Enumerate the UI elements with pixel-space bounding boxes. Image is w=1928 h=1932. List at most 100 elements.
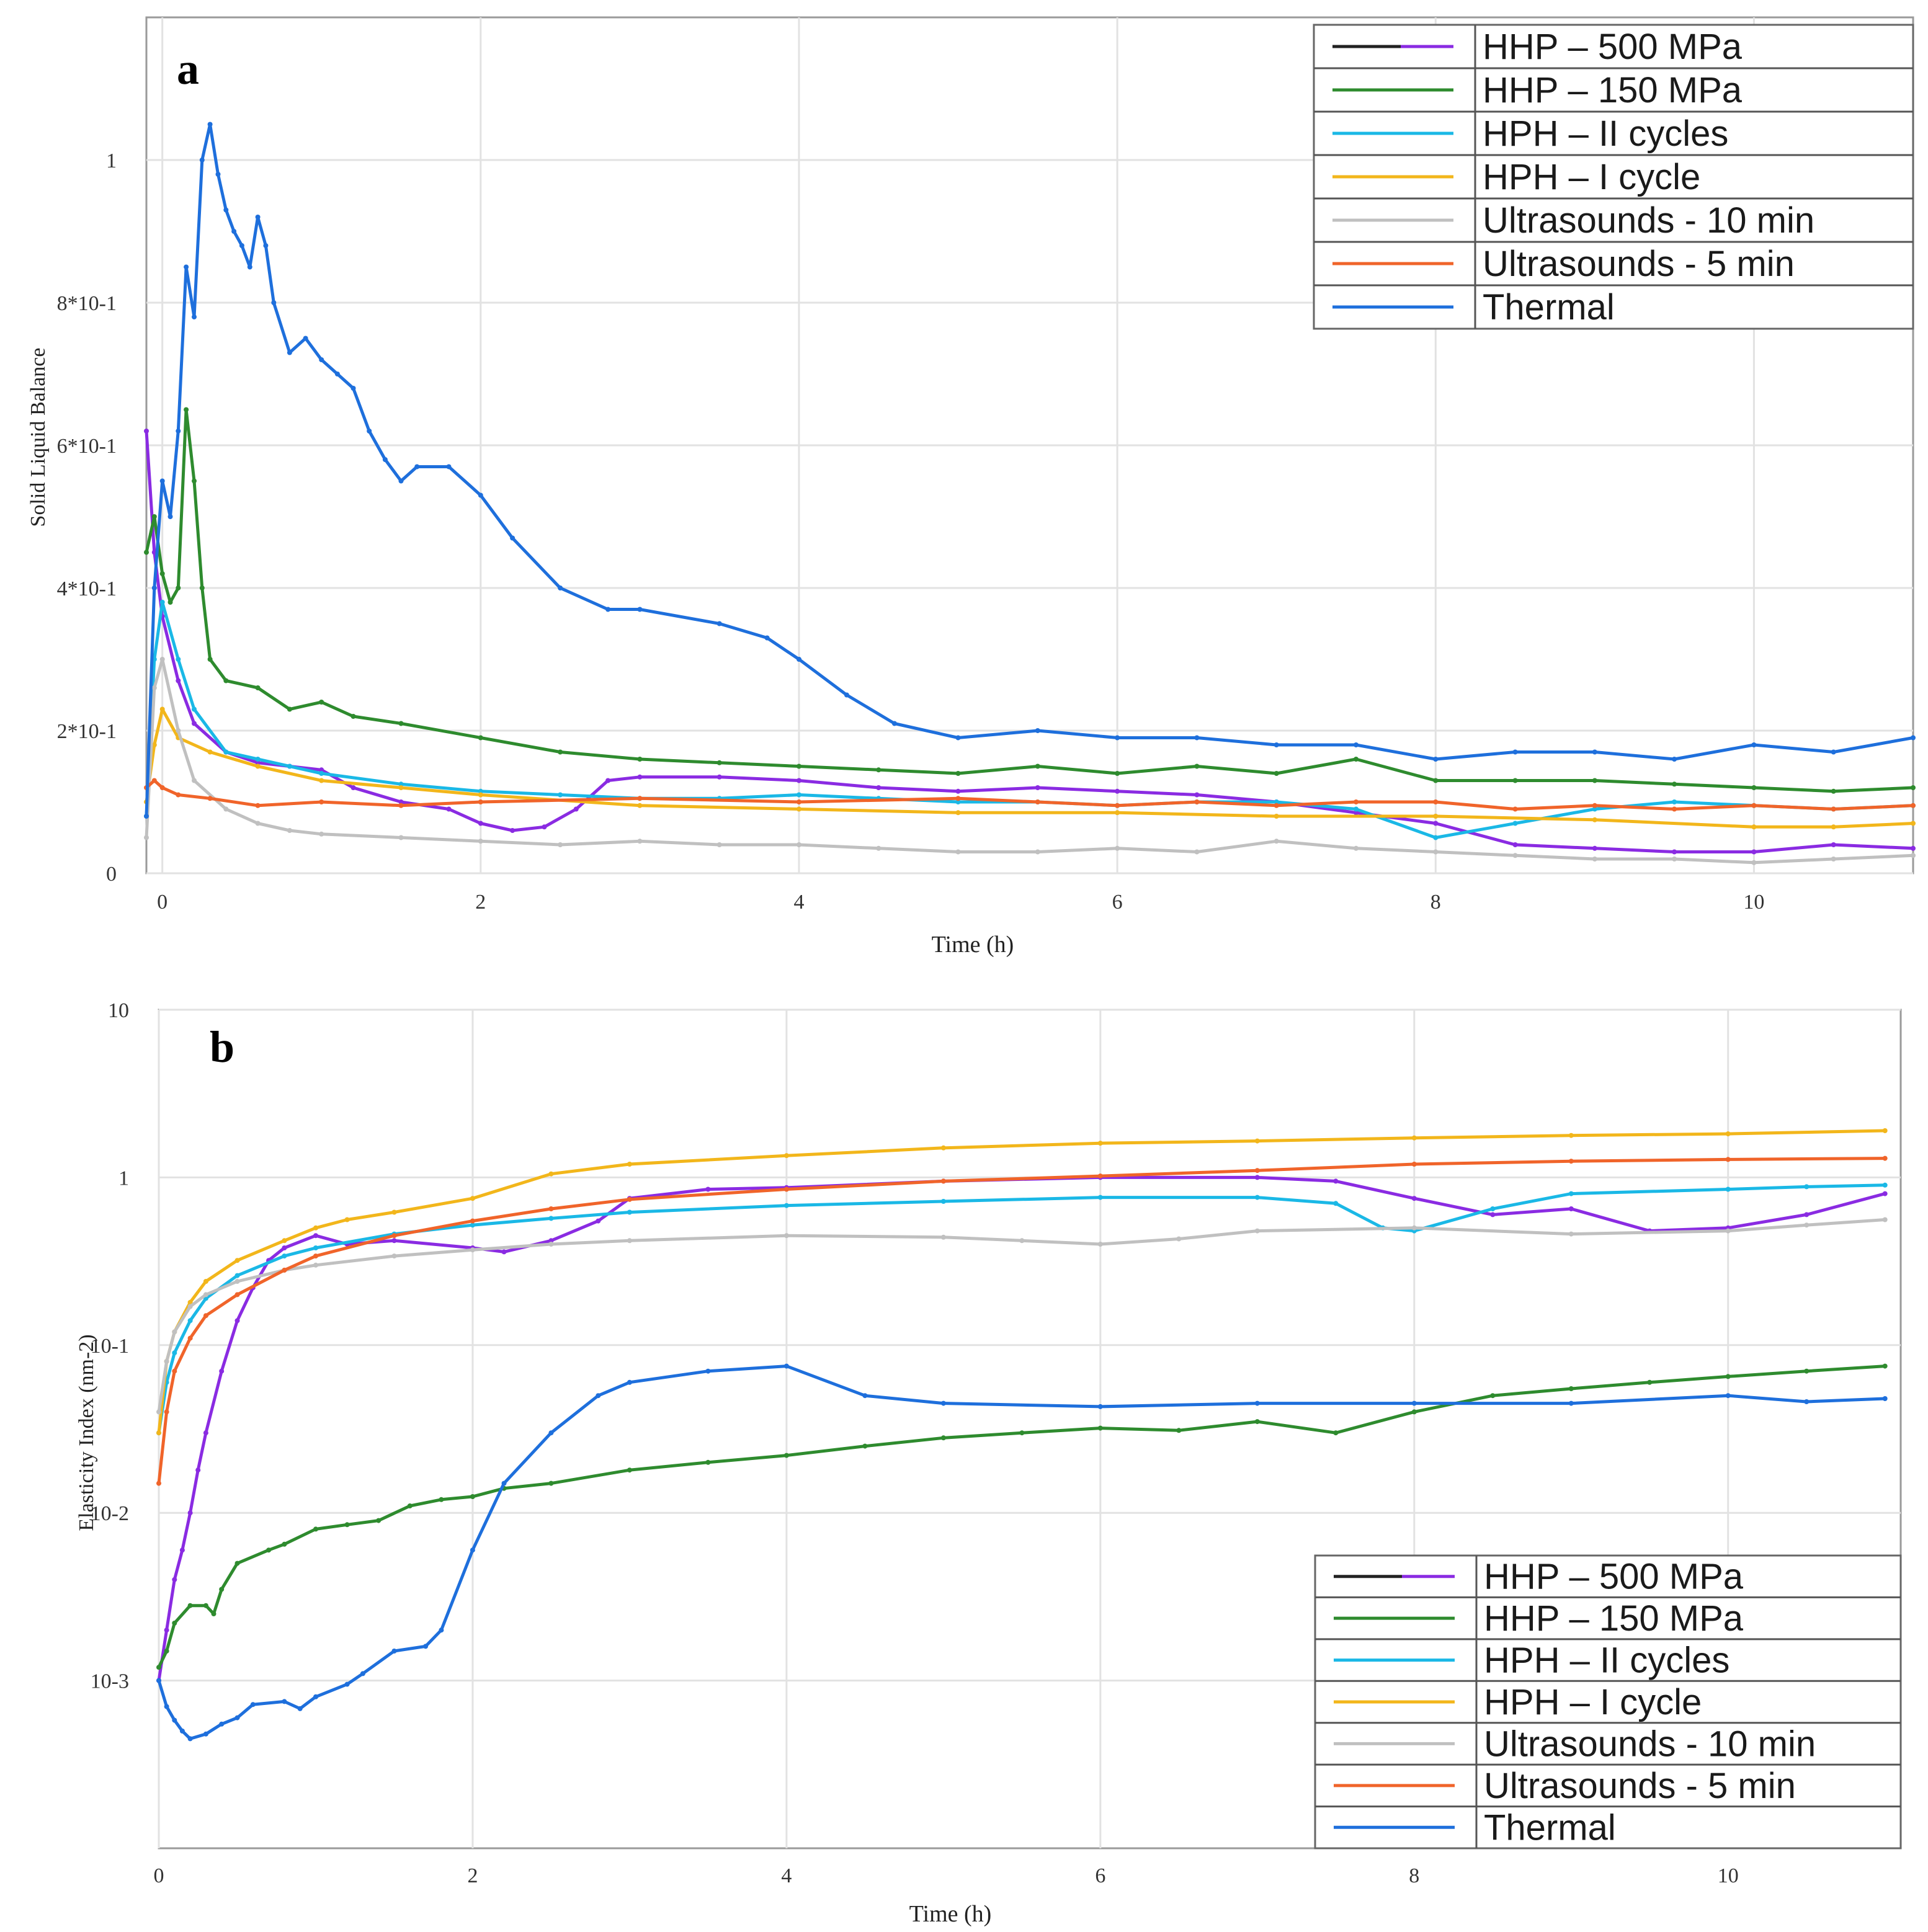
data-point-hhp-150-mpa	[176, 585, 181, 590]
data-point-hhp-150-mpa	[637, 757, 643, 762]
data-point-ultrasounds-5-min	[1274, 803, 1279, 808]
data-point-thermal	[234, 1715, 240, 1721]
data-point-thermal	[1568, 1400, 1574, 1406]
data-point-ultrasounds-10-min	[940, 1234, 946, 1240]
data-point-hph-i-cycle	[1411, 1135, 1417, 1141]
data-point-thermal	[627, 1379, 632, 1385]
data-point-thermal	[219, 1721, 225, 1727]
data-point-hhp-500-mpa	[1672, 849, 1677, 855]
data-point-ultrasounds-10-min	[1568, 1231, 1574, 1237]
data-point-ultrasounds-10-min	[1751, 860, 1757, 865]
data-point-ultrasounds-10-min	[1512, 853, 1518, 858]
data-point-thermal	[1097, 1404, 1103, 1409]
data-point-hph-ii-cycles	[478, 788, 483, 794]
legend-label-hhp-500-mpa: HHP – 500 MPa	[1483, 27, 1743, 67]
data-point-thermal	[558, 585, 563, 590]
data-point-hhp-150-mpa	[156, 1665, 161, 1670]
x-tick-label: 6	[1112, 891, 1123, 914]
data-point-thermal	[764, 635, 770, 641]
x-tick-label: 2	[467, 1864, 478, 1887]
data-point-thermal	[231, 229, 237, 234]
data-point-hph-i-cycle	[797, 806, 801, 812]
legend-label-ultrasounds-5-min: Ultrasounds - 5 min	[1483, 244, 1795, 284]
data-point-hhp-500-mpa	[1333, 1178, 1339, 1184]
series-line-hhp-500-mpa	[145, 429, 1915, 853]
data-point-hhp-150-mpa	[192, 478, 197, 484]
data-point-ultrasounds-5-min	[940, 1178, 946, 1184]
data-point-hhp-150-mpa	[1490, 1393, 1496, 1399]
data-point-thermal	[1882, 1396, 1888, 1401]
data-point-hhp-500-mpa	[1035, 785, 1040, 790]
data-point-hhp-150-mpa	[207, 657, 213, 662]
series-b	[156, 1128, 1888, 1742]
data-point-thermal	[844, 692, 849, 698]
data-point-hph-ii-cycles	[398, 781, 404, 787]
data-point-thermal	[596, 1393, 601, 1399]
data-point-hhp-500-mpa	[548, 1238, 554, 1244]
data-point-ultrasounds-10-min	[1354, 845, 1359, 851]
data-point-thermal	[287, 350, 292, 355]
data-point-ultrasounds-10-min	[176, 728, 181, 733]
data-point-hph-i-cycle	[1592, 817, 1597, 822]
data-point-hhp-150-mpa	[184, 407, 189, 412]
data-point-ultrasounds-5-min	[1254, 1168, 1260, 1173]
y-tick-label: 10-1	[91, 1335, 129, 1358]
data-point-ultrasounds-10-min	[151, 685, 157, 690]
data-point-thermal	[207, 122, 213, 127]
data-point-hph-i-cycle	[470, 1196, 475, 1201]
data-point-ultrasounds-5-min	[1672, 806, 1677, 812]
x-axis-label-b: Time (h)	[909, 1901, 992, 1927]
data-point-hph-ii-cycles	[1490, 1206, 1496, 1211]
x-axis-label-a: Time (h)	[932, 932, 1014, 958]
data-point-hhp-150-mpa	[1115, 771, 1120, 776]
data-point-ultrasounds-5-min	[1194, 799, 1200, 804]
data-point-ultrasounds-5-min	[1433, 799, 1439, 804]
data-point-thermal	[151, 585, 157, 590]
data-point-hhp-150-mpa	[187, 1603, 193, 1608]
data-point-hph-ii-cycles	[255, 757, 261, 762]
legend-label-ultrasounds-10-min: Ultrasounds - 10 min	[1483, 200, 1814, 241]
data-point-hhp-150-mpa	[797, 763, 801, 769]
data-point-ultrasounds-5-min	[1512, 806, 1518, 812]
x-tick-label: 10	[1743, 891, 1764, 914]
data-point-ultrasounds-5-min	[319, 799, 324, 804]
data-point-hhp-500-mpa	[203, 1430, 208, 1436]
data-point-hph-i-cycle	[187, 1299, 193, 1305]
data-point-ultrasounds-10-min	[955, 849, 961, 855]
data-point-hph-ii-cycles	[1725, 1186, 1731, 1192]
legend-label-hph-i-cycle: HPH – I cycle	[1484, 1682, 1702, 1722]
data-point-ultrasounds-5-min	[783, 1186, 789, 1192]
legend-label-hph-ii-cycles: HPH – II cycles	[1484, 1640, 1729, 1681]
data-point-ultrasounds-5-min	[187, 1335, 193, 1341]
data-point-thermal	[319, 357, 324, 362]
data-point-hhp-500-mpa	[164, 1627, 169, 1633]
data-point-hph-ii-cycles	[558, 792, 563, 798]
data-point-hhp-500-mpa	[446, 806, 452, 812]
data-point-hph-ii-cycles	[223, 749, 229, 755]
data-point-thermal	[187, 1736, 193, 1742]
panel-a-label: a	[177, 44, 199, 94]
data-point-thermal	[705, 1368, 711, 1374]
data-point-thermal	[172, 1717, 177, 1723]
y-tick-label: 10	[108, 999, 129, 1022]
data-point-hhp-500-mpa	[596, 1218, 601, 1224]
data-point-ultrasounds-5-min	[797, 799, 801, 804]
data-point-ultrasounds-5-min	[548, 1206, 554, 1211]
data-point-hhp-150-mpa	[1274, 771, 1279, 776]
data-point-thermal	[1433, 757, 1439, 762]
data-point-thermal	[470, 1547, 475, 1553]
data-point-hph-i-cycle	[1097, 1141, 1103, 1146]
data-point-hph-ii-cycles	[470, 1222, 475, 1228]
data-point-ultrasounds-5-min	[313, 1253, 318, 1259]
data-point-hph-i-cycle	[1725, 1131, 1731, 1137]
data-point-hhp-500-mpa	[192, 721, 197, 726]
data-point-thermal	[184, 264, 189, 270]
data-point-ultrasounds-5-min	[1751, 803, 1757, 808]
data-point-hph-i-cycle	[159, 706, 165, 712]
x-tick-label: 8	[1430, 891, 1441, 914]
data-point-thermal	[1254, 1400, 1260, 1406]
data-point-hhp-150-mpa	[234, 1560, 240, 1566]
data-point-ultrasounds-10-min	[716, 842, 722, 847]
data-point-hhp-150-mpa	[164, 1649, 169, 1654]
data-point-hph-i-cycle	[627, 1162, 632, 1167]
